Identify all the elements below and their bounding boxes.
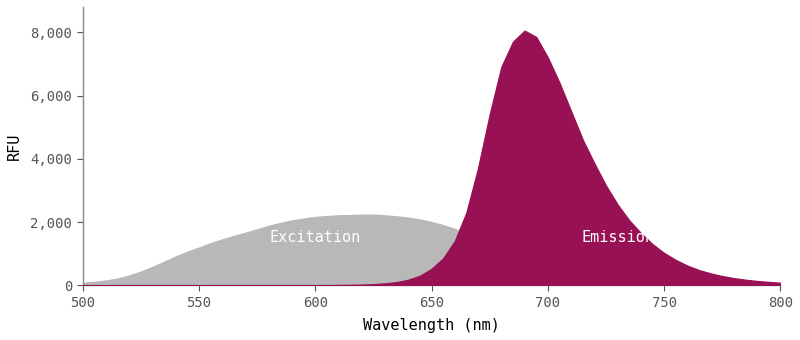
X-axis label: Wavelength (nm): Wavelength (nm) (363, 318, 500, 333)
Text: Emission: Emission (581, 231, 654, 245)
Y-axis label: RFU: RFU (7, 133, 22, 160)
Text: Excitation: Excitation (270, 231, 361, 245)
